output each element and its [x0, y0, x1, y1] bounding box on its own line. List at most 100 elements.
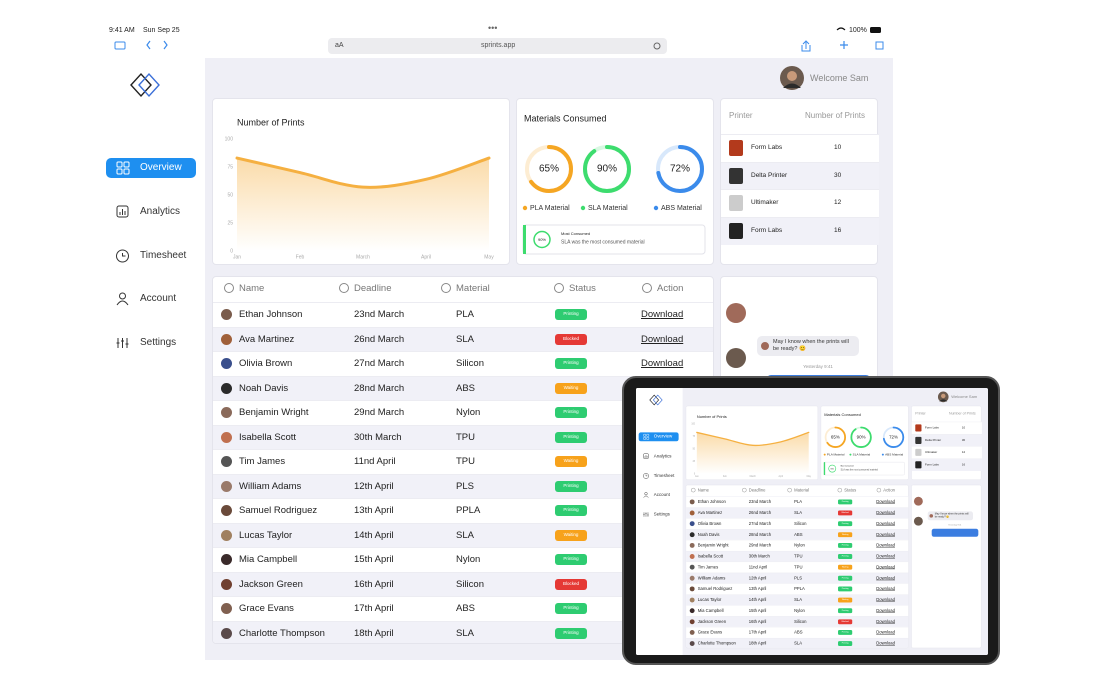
print-count: 16 — [961, 463, 966, 467]
highlight-value: 90% — [538, 237, 546, 242]
nav-item[interactable]: Timesheet — [653, 473, 675, 479]
download-link[interactable]: Download — [876, 553, 895, 559]
nav-item[interactable]: Timesheet — [140, 250, 187, 261]
nav-item[interactable]: Account — [653, 492, 670, 498]
highlight-ring — [828, 464, 837, 473]
cell: Ava Martinez — [697, 510, 723, 516]
date: Sun Sep 25 — [143, 27, 180, 34]
cell: 28nd March — [354, 382, 405, 394]
row-avatar — [221, 382, 232, 394]
row-avatar — [221, 480, 232, 492]
text-size[interactable]: aA — [335, 42, 344, 49]
row-bg — [213, 351, 713, 376]
row-avatar — [689, 597, 695, 603]
row-avatar — [689, 553, 695, 559]
y-tick-label: 25 — [227, 220, 233, 226]
x-tick-label: Jan — [695, 476, 699, 478]
row-bg — [686, 550, 909, 562]
download-link[interactable]: Download — [876, 542, 895, 548]
print-count: 30 — [834, 172, 842, 179]
logo — [649, 394, 663, 406]
nav-item[interactable]: Settings — [140, 337, 177, 348]
y-tick-label: 0 — [694, 473, 696, 475]
download-link[interactable]: Download — [876, 564, 895, 570]
cell: PLA — [794, 499, 803, 505]
status-text: Printing — [841, 554, 849, 557]
cell: SLA — [456, 529, 474, 541]
row-bg — [721, 217, 879, 245]
download-link[interactable]: Download — [876, 619, 895, 624]
nav-item[interactable]: Overview — [653, 434, 673, 440]
nav-item[interactable]: Analytics — [653, 453, 672, 459]
status-pill: Printing — [838, 608, 853, 614]
y-tick-label: 100 — [691, 424, 695, 426]
download-link[interactable]: Download — [876, 532, 895, 537]
status-text: Printing — [841, 576, 849, 579]
icon-part — [643, 437, 646, 440]
ring — [583, 145, 631, 193]
nav-item[interactable]: Settings — [653, 511, 670, 517]
header-cell: Number of Prints — [805, 111, 866, 120]
y-tick-label: 75 — [227, 164, 233, 170]
nav-item[interactable]: Overview — [140, 162, 182, 173]
printer-icon — [729, 195, 743, 211]
cell: PLA — [456, 309, 474, 320]
download-link[interactable]: Download — [876, 521, 895, 527]
icon-part — [116, 205, 129, 218]
cell: SLA — [456, 627, 474, 639]
cell: Benjamin Wright — [697, 542, 729, 548]
icon-part — [646, 433, 650, 437]
cell: SLA — [794, 597, 803, 603]
row-avatar — [221, 505, 232, 516]
header-icon — [554, 283, 564, 293]
header-icon — [339, 283, 349, 293]
download-link[interactable]: Download — [876, 629, 895, 635]
x-tick-label: March — [750, 475, 757, 478]
download-link[interactable]: Download — [876, 575, 895, 581]
row-avatar — [221, 554, 232, 565]
cell: 30th March — [748, 553, 770, 559]
printer-icon — [915, 424, 922, 432]
row-bg — [686, 605, 909, 616]
row-bg — [686, 572, 909, 584]
chat-bubble-sent — [931, 528, 979, 537]
printer-name: Form Labs — [925, 426, 939, 430]
battery: 100% — [849, 27, 867, 34]
cell: 27nd March — [354, 358, 405, 369]
download-link[interactable]: Download — [641, 358, 684, 369]
y-tick-label: 75 — [693, 436, 696, 438]
download-link[interactable]: Download — [876, 608, 895, 614]
jobs-card: Name Deadline Material Status Action Ethan Jo… — [685, 484, 909, 649]
avatar — [780, 66, 804, 90]
status-pill: Blocked — [555, 578, 587, 590]
header-cell: Action — [657, 283, 684, 294]
icon-part — [643, 453, 649, 459]
nav-item[interactable]: Analytics — [140, 206, 181, 217]
download-link[interactable]: Download — [641, 333, 684, 345]
download-link[interactable]: Download — [876, 510, 895, 516]
time: 9:41 AM — [109, 27, 135, 34]
bubble-avatar — [761, 342, 769, 350]
cell: Nylon — [456, 554, 481, 565]
printer-name: Delta Printer — [925, 438, 942, 442]
icon-part — [643, 512, 649, 517]
cell: 12th April — [354, 480, 394, 492]
nav-item[interactable]: Account — [140, 293, 177, 304]
cell: William Adams — [697, 575, 726, 581]
print-count: 12 — [961, 450, 966, 454]
download-link[interactable]: Download — [876, 499, 895, 505]
cell: TPU — [456, 431, 475, 443]
status-text: Printing — [563, 556, 579, 561]
download-link[interactable]: Download — [641, 309, 684, 320]
highlight-text: SLA was the most consumed material — [841, 468, 879, 471]
download-link[interactable]: Download — [876, 640, 895, 646]
cell: 15th April — [354, 554, 394, 565]
url[interactable]: sprints.app — [481, 42, 516, 49]
download-link[interactable]: Download — [876, 586, 895, 592]
status-text: Printing — [841, 609, 849, 612]
print-count: 30 — [961, 438, 966, 442]
header-icon — [642, 283, 652, 293]
download-link[interactable]: Download — [876, 597, 895, 603]
chat-bubble: May I know when the prints will be ready… — [757, 336, 859, 356]
header-cell: Status — [569, 283, 596, 294]
